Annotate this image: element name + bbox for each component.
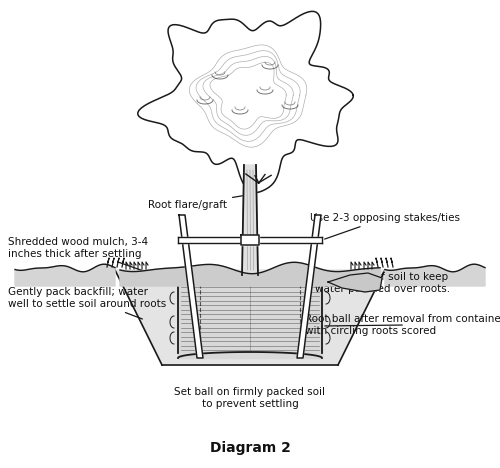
Polygon shape: [178, 237, 322, 243]
Polygon shape: [297, 215, 321, 358]
Polygon shape: [328, 273, 382, 292]
Text: Set ball on firmly packed soil
to prevent settling: Set ball on firmly packed soil to preven…: [174, 387, 326, 409]
Text: Form ridge of soil to keep
water puddled over roots.: Form ridge of soil to keep water puddled…: [315, 272, 450, 294]
Polygon shape: [138, 11, 353, 192]
Polygon shape: [242, 165, 258, 275]
Polygon shape: [120, 262, 380, 286]
Text: Diagram 2: Diagram 2: [210, 441, 290, 455]
Polygon shape: [178, 278, 322, 358]
Text: Use 2-3 opposing stakes/ties: Use 2-3 opposing stakes/ties: [310, 213, 460, 239]
Text: Shredded wood mulch, 3-4
inches thick after settling: Shredded wood mulch, 3-4 inches thick af…: [8, 237, 152, 274]
Polygon shape: [241, 235, 259, 245]
Polygon shape: [15, 264, 115, 286]
Polygon shape: [179, 215, 203, 358]
Polygon shape: [385, 264, 485, 286]
Text: Gently pack backfill; water
well to settle soil around roots: Gently pack backfill; water well to sett…: [8, 287, 166, 319]
Polygon shape: [115, 270, 385, 365]
Text: Root ball after removal from container
with circling roots scored: Root ball after removal from container w…: [305, 314, 500, 336]
Text: Root flare/graft: Root flare/graft: [148, 196, 244, 210]
